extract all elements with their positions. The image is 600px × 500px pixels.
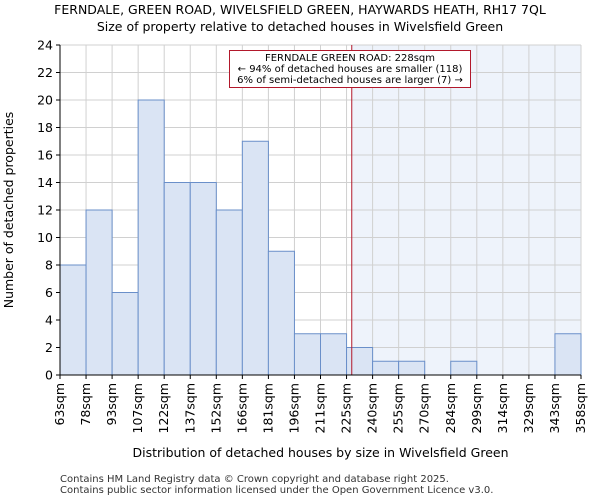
annotation-line-1: FERNDALE GREEN ROAD: 228sqm bbox=[264, 53, 436, 64]
footer-copyright: Contains HM Land Registry data © Crown c… bbox=[60, 474, 449, 485]
y-tick-label: 24 bbox=[37, 38, 53, 53]
x-tick-label: 78sqm bbox=[78, 383, 93, 426]
y-tick-label: 18 bbox=[37, 120, 53, 135]
histogram-bar bbox=[320, 333, 348, 376]
x-tick-label: 329sqm bbox=[521, 383, 536, 433]
property-annotation: FERNDALE GREEN ROAD: 228sqm ← 94% of det… bbox=[229, 50, 471, 88]
x-tick-label: 166sqm bbox=[234, 383, 249, 433]
histogram-bar bbox=[85, 209, 113, 376]
x-tick-label: 196sqm bbox=[286, 383, 301, 433]
histogram-bar bbox=[554, 333, 582, 376]
histogram-bar bbox=[59, 264, 87, 376]
y-tick-label: 8 bbox=[45, 258, 53, 273]
histogram-bar bbox=[111, 292, 139, 376]
y-tick-label: 14 bbox=[37, 175, 53, 190]
y-tick-label: 0 bbox=[45, 368, 53, 383]
x-tick-label: 225sqm bbox=[339, 383, 354, 433]
x-tick-label: 93sqm bbox=[104, 383, 119, 426]
x-tick-label: 211sqm bbox=[313, 383, 328, 433]
x-tick-label: 137sqm bbox=[182, 383, 197, 433]
y-tick-label: 6 bbox=[45, 285, 53, 300]
y-tick-label: 12 bbox=[37, 203, 53, 218]
x-tick-label: 358sqm bbox=[573, 383, 588, 433]
x-tick-label: 122sqm bbox=[156, 383, 171, 433]
x-tick-label: 299sqm bbox=[469, 383, 484, 433]
histogram-bar bbox=[189, 182, 217, 376]
histogram-bar bbox=[450, 360, 478, 376]
y-tick-label: 2 bbox=[45, 340, 53, 355]
histogram-bar bbox=[241, 140, 269, 376]
x-tick-label: 343sqm bbox=[547, 383, 562, 433]
y-tick-label: 16 bbox=[37, 148, 53, 163]
footer-licence: Contains public sector information licen… bbox=[60, 485, 494, 496]
y-tick-label: 20 bbox=[37, 93, 53, 108]
histogram-bar bbox=[398, 360, 426, 376]
chart-subtitle: Size of property relative to detached ho… bbox=[96, 19, 504, 34]
x-tick-label: 181sqm bbox=[260, 383, 275, 433]
annotation-line-2: ← 94% of detached houses are smaller (11… bbox=[237, 64, 463, 75]
y-tick-label: 22 bbox=[37, 65, 53, 80]
x-tick-label: 63sqm bbox=[52, 383, 67, 426]
histogram-bar bbox=[137, 99, 165, 376]
chart-title: FERNDALE, GREEN ROAD, WIVELSFIELD GREEN,… bbox=[54, 2, 546, 17]
x-axis-label: Distribution of detached houses by size … bbox=[133, 445, 509, 460]
histogram-bar bbox=[215, 209, 243, 376]
x-tick-label: 240sqm bbox=[365, 383, 380, 433]
y-tick-label: 4 bbox=[45, 313, 53, 328]
annotation-line-3: 6% of semi-detached houses are larger (7… bbox=[237, 75, 463, 86]
x-tick-label: 270sqm bbox=[417, 383, 432, 433]
x-tick-label: 314sqm bbox=[495, 383, 510, 433]
x-tick-label: 107sqm bbox=[130, 383, 145, 433]
x-tick-label: 152sqm bbox=[208, 383, 223, 433]
histogram-bar bbox=[346, 347, 374, 376]
histogram-bar bbox=[267, 250, 295, 376]
histogram-bar bbox=[293, 333, 322, 376]
x-tick-label: 284sqm bbox=[443, 383, 458, 433]
histogram-bar bbox=[372, 360, 400, 376]
x-tick-label: 255sqm bbox=[391, 383, 406, 433]
y-axis-label: Number of detached properties bbox=[1, 112, 16, 309]
histogram-bar bbox=[163, 182, 191, 376]
y-tick-label: 10 bbox=[37, 230, 53, 245]
